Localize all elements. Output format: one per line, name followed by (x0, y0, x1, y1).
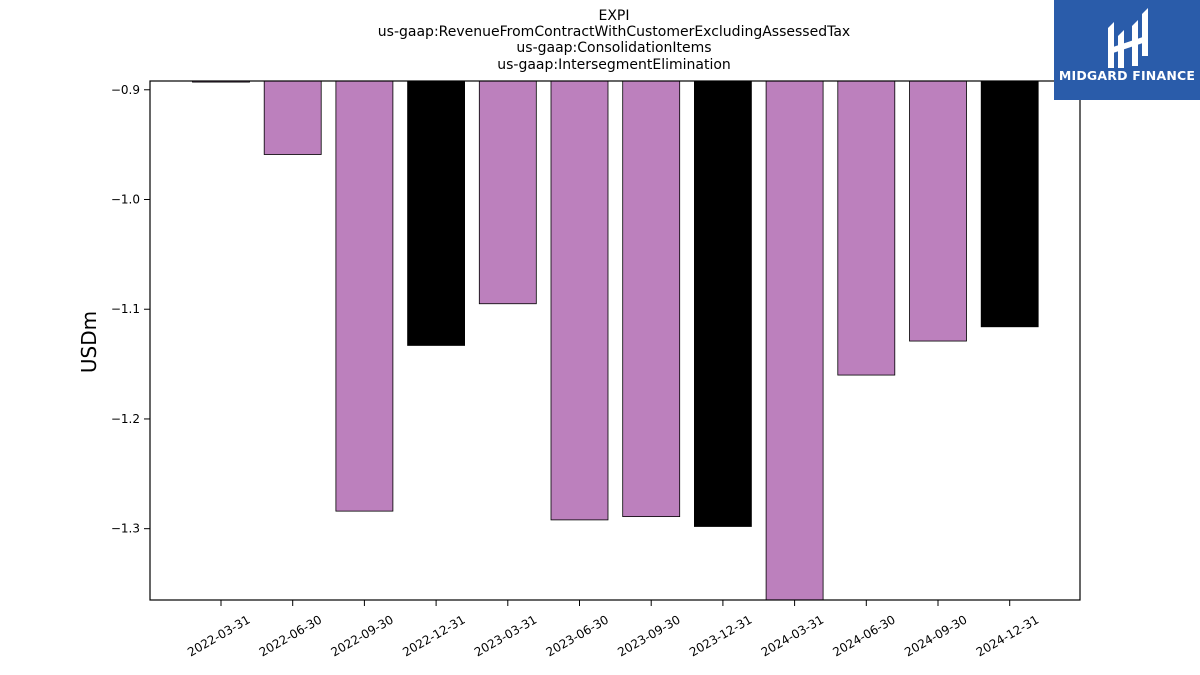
x-tick-label: 2022-12-31 (400, 612, 467, 659)
x-tick-label: 2024-09-30 (902, 612, 969, 659)
x-tick-label: 2022-06-30 (257, 612, 324, 659)
chart-title: EXPI us-gaap:RevenueFromContractWithCust… (378, 8, 850, 73)
bar-2022-09-30 (335, 80, 394, 512)
x-tick-label: 2022-09-30 (328, 612, 395, 659)
x-axis: 2022-03-31 2022-06-30 2022-09-30 2022-12-31… (185, 600, 1041, 659)
x-tick-label: 2023-12-31 (687, 612, 754, 659)
title-line-axis: us-gaap:ConsolidationItems (516, 40, 711, 56)
title-line-member: us-gaap:IntersegmentElimination (497, 57, 731, 73)
midgard-logo-icon (1108, 8, 1148, 68)
bar-2024-03-31 (765, 80, 824, 601)
bar-2022-06-30 (263, 80, 322, 155)
x-tick-label: 2023-03-31 (472, 612, 539, 659)
midgard-finance-logo: MIDGARD FINANCE (1054, 0, 1200, 100)
y-tick-label: −0.9 (111, 83, 140, 97)
x-tick-label: 2024-12-31 (974, 612, 1041, 659)
x-tick-label: 2024-03-31 (759, 612, 826, 659)
x-tick-label: 2023-06-30 (544, 612, 611, 659)
bar-2023-03-31 (478, 80, 537, 305)
bar-2024-09-30 (909, 80, 967, 342)
plot-area-frame (149, 80, 1081, 601)
y-axis: −0.9 −1.0 −1.1 −1.2 −1.3 (111, 83, 150, 536)
x-tick-label: 2022-03-31 (185, 612, 252, 659)
x-tick-label: 2024-06-30 (830, 612, 897, 659)
y-tick-label: −1.2 (111, 412, 140, 426)
title-line-ticker: EXPI (598, 8, 629, 24)
x-tick-label: 2023-09-30 (615, 612, 682, 659)
bars-group (192, 80, 1039, 601)
y-axis-label: USDm (77, 311, 101, 373)
bar-2024-12-31 (980, 80, 1039, 328)
bar-2024-06-30 (837, 80, 896, 376)
y-tick-label: −1.1 (111, 302, 140, 316)
title-line-concept: us-gaap:RevenueFromContractWithCustomerE… (378, 24, 850, 40)
y-tick-label: −1.0 (111, 193, 140, 207)
bar-2023-09-30 (622, 80, 681, 518)
bar-2023-12-31 (694, 80, 752, 527)
logo-text: MIDGARD FINANCE (1058, 68, 1196, 83)
bar-2022-12-31 (407, 80, 466, 346)
y-tick-label: −1.3 (111, 522, 140, 536)
bar-2023-06-30 (550, 80, 609, 521)
